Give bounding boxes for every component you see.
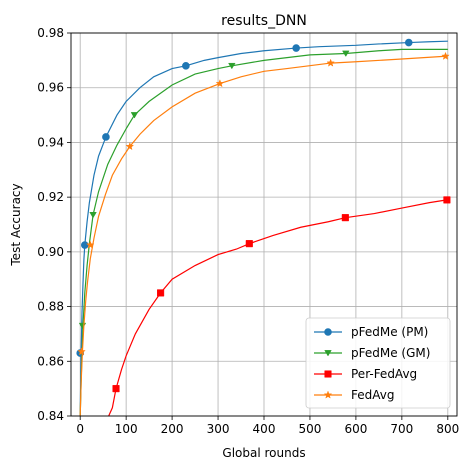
- series-point: [245, 240, 253, 248]
- legend-marker: [324, 370, 332, 378]
- chart-title: results_DNN: [221, 13, 307, 29]
- x-tick-label: 500: [298, 422, 321, 436]
- series-point: [182, 62, 190, 70]
- legend-label: pFedMe (PM): [351, 325, 428, 339]
- x-tick-label: 800: [436, 422, 459, 436]
- y-axis-label: Test Accuracy: [9, 183, 23, 266]
- y-tick-label: 0.84: [37, 409, 64, 423]
- series-point: [292, 44, 300, 52]
- x-tick-label: 600: [344, 422, 367, 436]
- series-point: [125, 142, 135, 151]
- series-point: [404, 38, 413, 47]
- x-tick-label: 400: [253, 422, 276, 436]
- series-point: [157, 289, 165, 297]
- series-point: [130, 112, 139, 119]
- legend-item: pFedMe (PM): [314, 325, 428, 339]
- series-point: [89, 212, 97, 219]
- x-tick-label: 300: [207, 422, 230, 436]
- x-axis-label: Global rounds: [222, 446, 305, 460]
- y-tick-label: 0.98: [37, 26, 64, 40]
- legend-item: Per-FedAvg: [314, 367, 417, 381]
- series-point: [112, 385, 120, 393]
- series-point: [102, 133, 110, 141]
- legend-item: FedAvg: [314, 388, 394, 402]
- series-3: [77, 51, 450, 416]
- series-line: [108, 199, 447, 416]
- y-tick-label: 0.90: [37, 245, 64, 259]
- legend-marker: [323, 390, 333, 399]
- series-point: [77, 347, 86, 356]
- series-point: [86, 240, 95, 249]
- series-point: [342, 50, 350, 57]
- legend-box: [305, 317, 451, 409]
- legend: pFedMe (PM) pFedMe (GM) Per-FedAvg FedAvg: [305, 317, 451, 409]
- series-point: [215, 79, 225, 88]
- y-tick-label: 0.92: [37, 190, 64, 204]
- legend-label: pFedMe (GM): [351, 346, 430, 360]
- series-point: [326, 58, 335, 67]
- legend-label: Per-FedAvg: [351, 367, 417, 381]
- x-tick-label: 100: [115, 422, 138, 436]
- series-point: [443, 196, 451, 204]
- series-2: [108, 196, 451, 416]
- legend-item: pFedMe (GM): [314, 346, 430, 360]
- legend-label: FedAvg: [351, 388, 394, 402]
- series-line: [79, 48, 448, 416]
- series-layer: [76, 38, 451, 416]
- series-point: [441, 51, 450, 60]
- axes-layer: 0 100 200 300 400 500 600 700 800 0.84 0.86 0.88 0.9…: [37, 26, 459, 436]
- x-tick-label: 0: [76, 422, 84, 436]
- y-tick-label: 0.94: [37, 135, 64, 149]
- legend-marker: [324, 328, 332, 336]
- series-point: [341, 214, 349, 222]
- y-tick-label: 0.86: [37, 354, 64, 368]
- legend-marker: [324, 350, 332, 357]
- y-tick-label: 0.88: [37, 300, 64, 314]
- x-tick-label: 700: [390, 422, 413, 436]
- series-line: [79, 40, 448, 416]
- series-point: [80, 241, 89, 249]
- series-point: [228, 62, 236, 70]
- x-tick-label: 200: [161, 422, 184, 436]
- series-0: [76, 38, 448, 416]
- y-tick-label: 0.96: [37, 81, 64, 95]
